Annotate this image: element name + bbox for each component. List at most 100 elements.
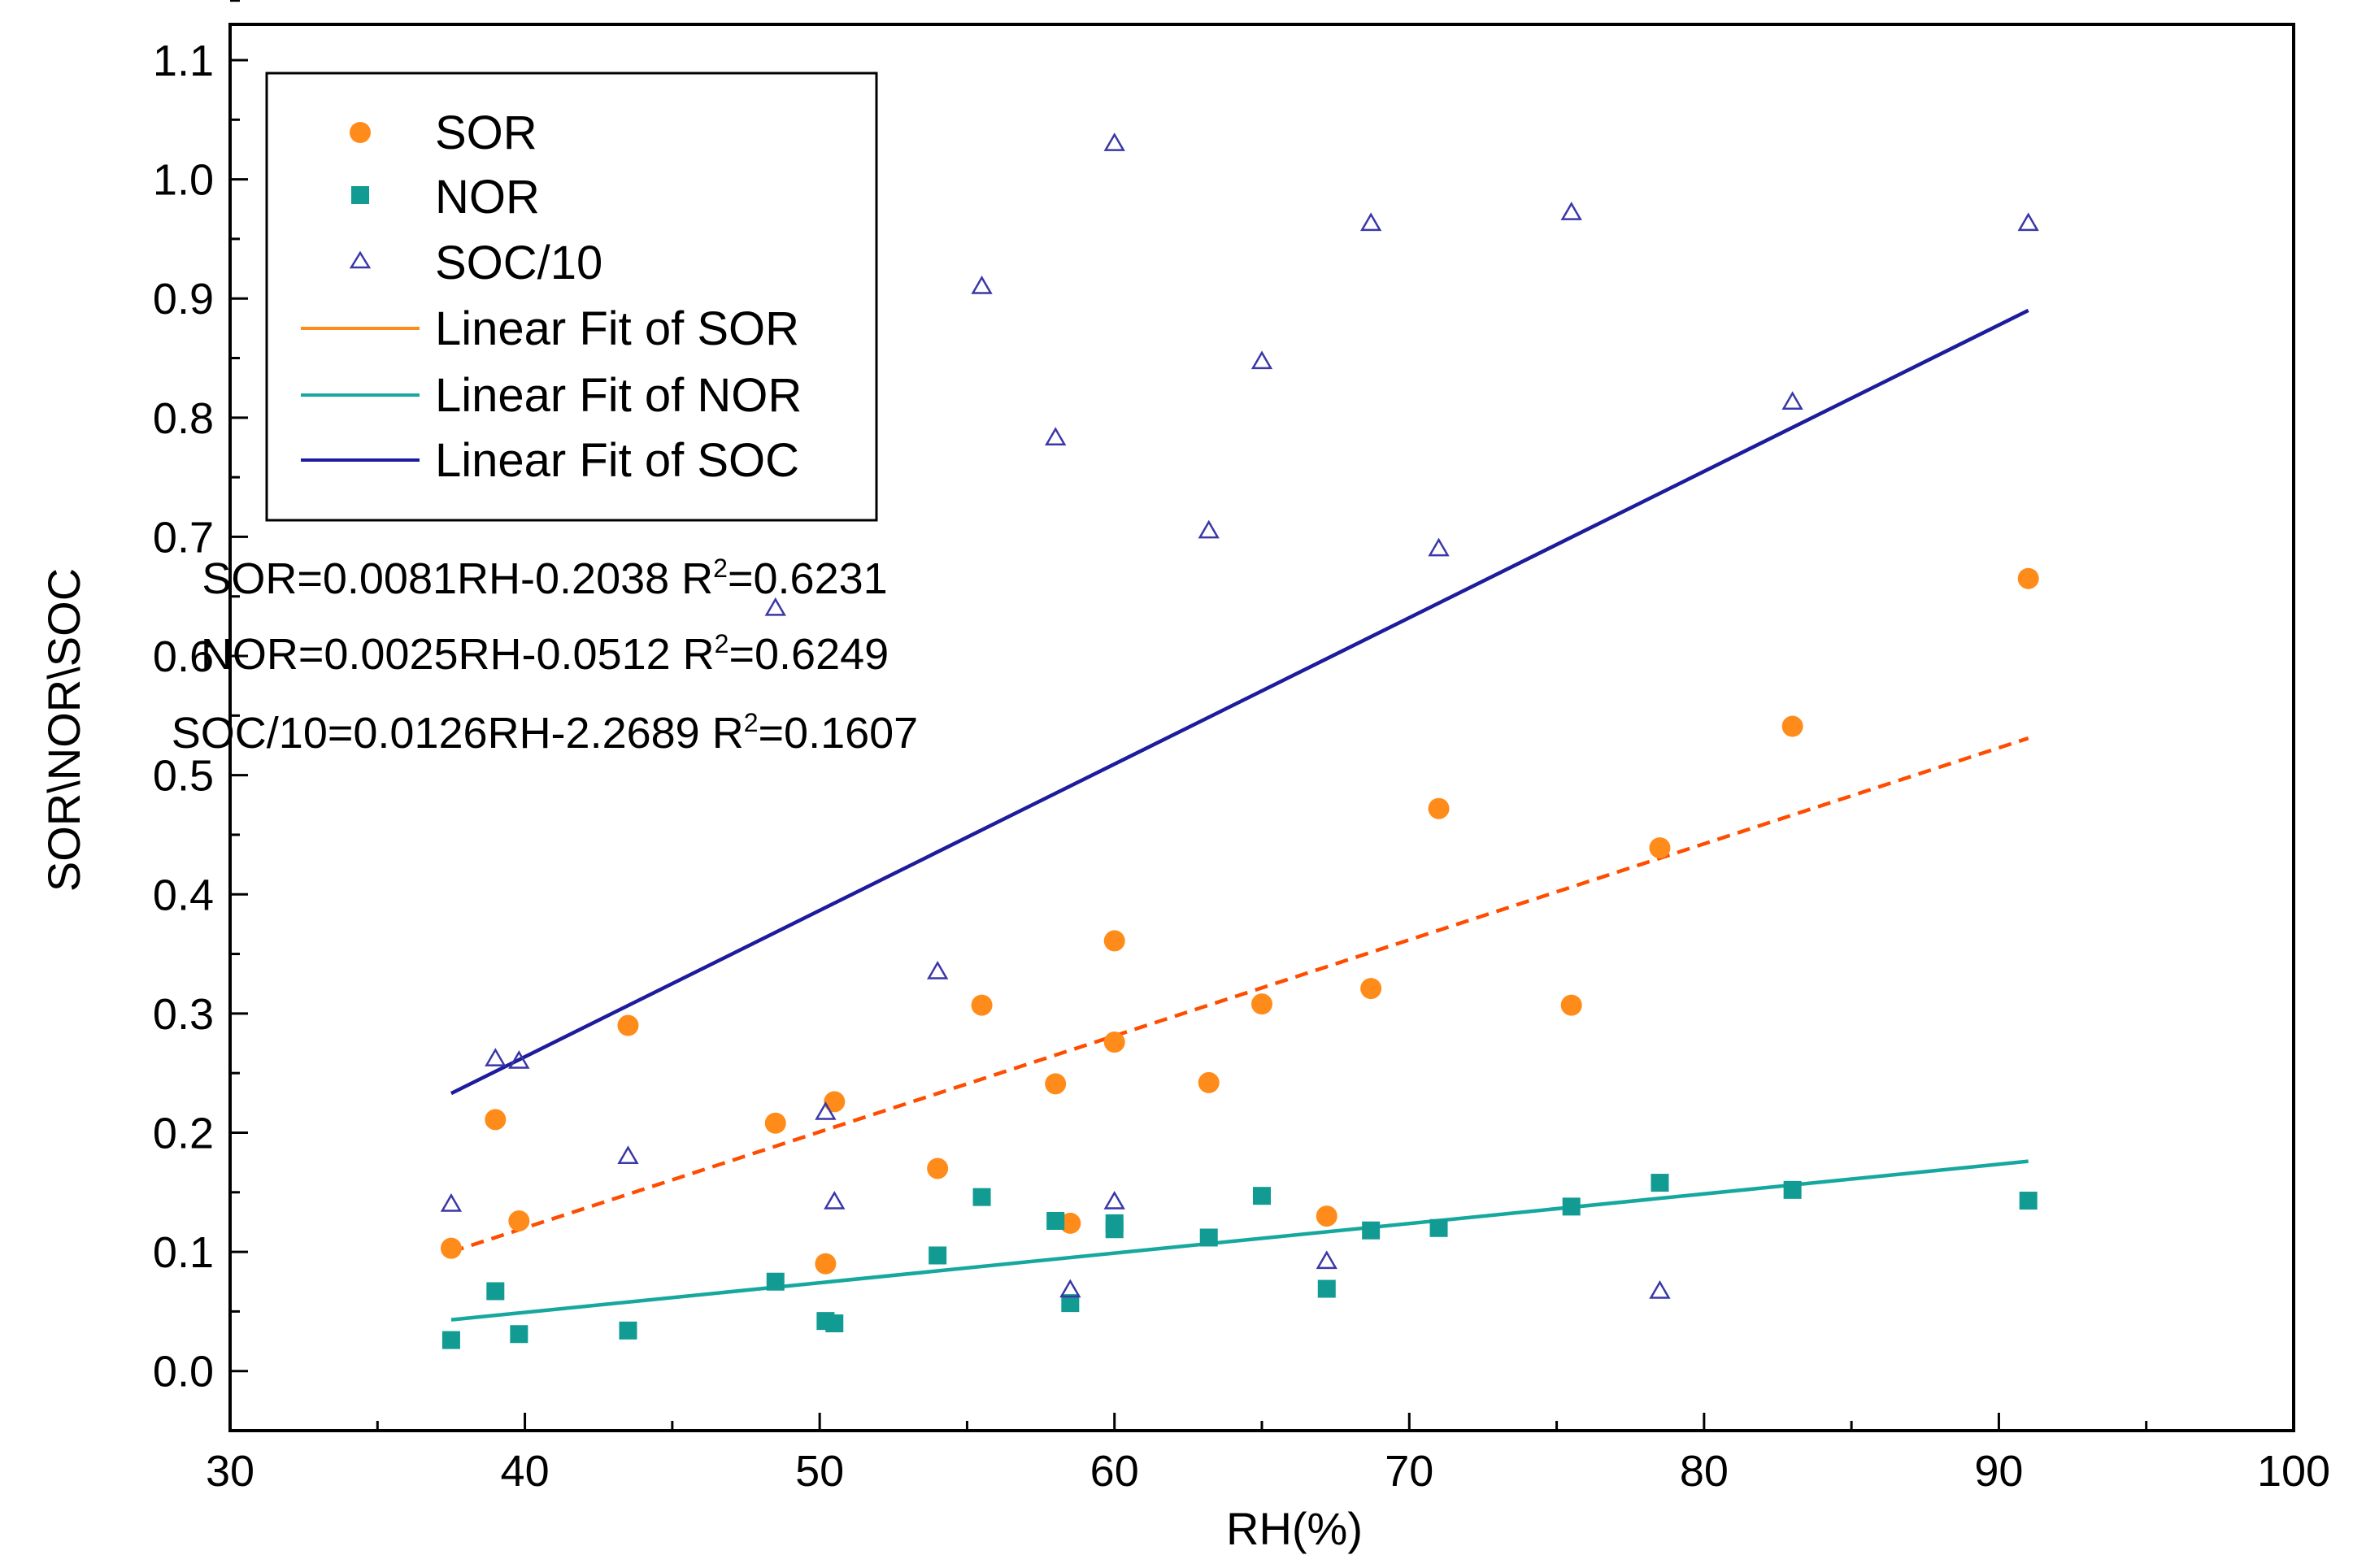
legend-sor-fit-label: Linear Fit of SOR (435, 302, 799, 355)
nor-point (1783, 1180, 1802, 1199)
equation-nor: NOR=0.0025RH-0.0512 R2=0.6249 (201, 629, 889, 679)
x-tick-label: 60 (1090, 1447, 1139, 1496)
y-tick-label: 1.1 (153, 37, 214, 85)
nor-point (2019, 1192, 2038, 1210)
y-tick-label: 0.5 (153, 752, 214, 801)
sor-point (971, 994, 993, 1016)
y-tick-label: 0.3 (153, 990, 214, 1039)
nor-point (766, 1272, 785, 1291)
soc-10-point (971, 276, 993, 294)
nor-point (486, 1282, 505, 1301)
soc-10-point (1649, 1279, 1671, 1299)
soc-10-point (485, 1048, 507, 1066)
soc-10-point (1560, 202, 1582, 220)
sor-point (485, 1109, 507, 1131)
sor-point (1103, 930, 1125, 952)
fit-equations: SOR=0.0081RH-0.2038 R2=0.6231 NOR=0.0025… (172, 554, 918, 758)
y-tick-label: 0.9 (153, 275, 214, 324)
legend-sor-marker (350, 122, 371, 143)
linear-fit-of-nor-line (450, 1159, 2029, 1322)
soc-10-point (508, 1050, 530, 1069)
x-tick-label: 100 (2257, 1447, 2330, 1496)
x-tick-label: 50 (795, 1447, 844, 1496)
linear-fit-of-soc-line (450, 308, 2029, 1096)
sor-point (1428, 797, 1450, 819)
soc-10-point (824, 1191, 846, 1210)
sor-point (1360, 978, 1382, 1000)
y-tick-label: 0.2 (153, 1109, 214, 1158)
sor-point (815, 1253, 837, 1275)
soc-10-point (764, 597, 786, 616)
sor-point (927, 1158, 949, 1179)
nor-point (1105, 1214, 1124, 1232)
sor-point (824, 1091, 846, 1113)
nor-point (1199, 1228, 1218, 1247)
x-tick-label: 80 (1680, 1447, 1729, 1496)
legend-nor-marker (351, 186, 369, 204)
nor-point (1362, 1221, 1381, 1240)
x-tick-label: 90 (1974, 1447, 2023, 1496)
soc-10-point (1250, 350, 1273, 370)
sor-point (508, 1210, 530, 1231)
soc-10-point (1316, 1250, 1337, 1270)
sor-point (440, 1237, 462, 1259)
linear-fit-of-sor-line (450, 736, 2029, 1254)
nor-point (1317, 1279, 1336, 1298)
y-tick-label: 0.8 (153, 394, 214, 443)
soc-10-point (815, 1101, 837, 1120)
sor-point (1045, 1073, 1067, 1095)
nor-point (1061, 1294, 1080, 1313)
soc-10-point (440, 1192, 463, 1212)
equation-sor: SOR=0.0081RH-0.2038 R2=0.6231 (202, 554, 887, 603)
equation-soc: SOC/10=0.0126RH-2.2689 R2=0.1607 (172, 708, 918, 758)
nor-point (1651, 1174, 1669, 1192)
fit-lines (450, 308, 2029, 1322)
soc-10-point (1045, 427, 1067, 445)
nor-point (1562, 1197, 1581, 1216)
nor-point (510, 1325, 528, 1344)
sor-point (1251, 993, 1272, 1015)
nor-point (972, 1188, 991, 1206)
y-tick-label: 0.7 (153, 513, 214, 562)
sor-point (617, 1014, 639, 1036)
sor-point (2017, 567, 2039, 589)
nor-point (929, 1246, 947, 1265)
x-tick-label: 30 (206, 1447, 254, 1496)
sor-point (1560, 994, 1582, 1016)
nor-point (1046, 1211, 1065, 1230)
sor-point (1649, 837, 1671, 859)
soc-10-point (1359, 212, 1382, 232)
sor-point (1781, 715, 1803, 737)
sor-point (1103, 1032, 1125, 1053)
soc-10-point (1103, 1191, 1125, 1210)
legend-sor-label: SOR (435, 106, 537, 159)
soc-10-point (1059, 1279, 1081, 1298)
legend-nor-fit-label: Linear Fit of NOR (435, 369, 802, 422)
y-axis-title: SOR\NOR\SOC (38, 568, 89, 892)
axis-ticks: 30 40 50 60 70 80 90 100 0.0 0.1 0.2 0.3 0.4 0.5 0.6 0.… (153, 0, 2330, 1496)
soc-10-point (1103, 132, 1125, 151)
soc-10-point (1198, 519, 1220, 539)
nor-point (1429, 1218, 1448, 1237)
legend-soc-marker (349, 250, 372, 269)
legend-soc-label: SOC/10 (435, 237, 602, 289)
x-axis-title: RH(%) (1226, 1503, 1363, 1554)
soc-10-point (2017, 212, 2039, 232)
y-tick-label: 0.6 (153, 632, 214, 681)
sor-point (764, 1112, 786, 1134)
sor-point (1198, 1071, 1220, 1093)
y-tick-label: 0.1 (153, 1228, 214, 1277)
nor-point (441, 1331, 460, 1349)
y-tick-label: 0.0 (153, 1348, 214, 1396)
nor-point (825, 1314, 844, 1333)
legend-nor-label: NOR (435, 171, 540, 224)
soc-10-point (617, 1145, 639, 1165)
y-tick-label: 0.4 (153, 871, 214, 919)
nor-point (619, 1321, 637, 1340)
legend: SOR NOR SOC/10 Linear Fit of SOR Linear … (265, 72, 878, 522)
y-tick-label: 1.0 (153, 156, 214, 205)
sor-point (1316, 1205, 1337, 1227)
sor-point (1059, 1212, 1081, 1234)
x-tick-label: 70 (1385, 1447, 1433, 1496)
